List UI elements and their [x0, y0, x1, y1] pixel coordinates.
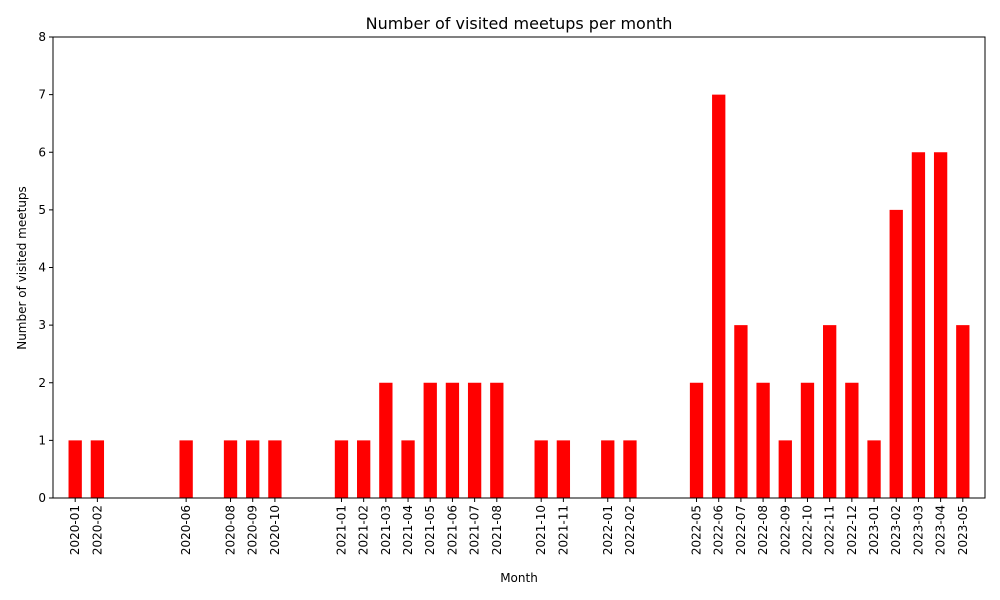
x-tick-label: 2022-02 [623, 505, 637, 555]
x-tick-label: 2021-03 [379, 505, 393, 555]
bar-2021-05 [423, 382, 437, 498]
bar-2021-03 [379, 382, 393, 498]
y-tick-label: 4 [38, 261, 46, 275]
bar-2021-06 [445, 382, 460, 498]
bar-2022-02 [623, 440, 637, 499]
x-tick-label: 2021-01 [334, 505, 348, 555]
x-tick-label: 2021-05 [423, 505, 437, 555]
bar-2022-11 [823, 325, 837, 499]
bar-2023-04 [933, 152, 948, 498]
y-tick-label: 0 [38, 491, 46, 505]
bar-2020-10 [268, 440, 282, 499]
x-tick-label: 2020-08 [224, 505, 238, 555]
bar-2020-01 [68, 440, 82, 499]
bar-2021-08 [490, 382, 504, 498]
x-tick-label: 2021-06 [445, 505, 459, 555]
bar-2021-11 [556, 440, 571, 499]
x-tick-label: 2021-11 [556, 505, 570, 555]
bar-2022-09 [778, 440, 792, 499]
x-tick-label: 2022-09 [778, 505, 792, 555]
x-tick-label: 2022-11 [823, 505, 837, 555]
bar-2022-08 [756, 382, 770, 498]
y-axis-label: Number of visited meetups [15, 186, 29, 350]
y-tick-label: 2 [38, 376, 46, 390]
x-tick-label: 2022-07 [734, 505, 748, 555]
x-tick-label: 2023-01 [867, 505, 881, 555]
x-tick-label: 2022-10 [800, 505, 814, 555]
x-tick-label: 2020-06 [179, 505, 193, 555]
bar-2021-01 [334, 440, 349, 499]
x-tick-label: 2021-08 [490, 505, 504, 555]
bar-2021-10 [534, 440, 548, 499]
x-tick-label: 2022-01 [601, 505, 615, 555]
bar-2020-02 [90, 440, 105, 499]
x-tick-label: 2022-08 [756, 505, 770, 555]
x-tick-label: 2021-04 [401, 505, 415, 555]
x-tick-label: 2021-10 [534, 505, 548, 555]
x-tick-label: 2023-05 [956, 505, 970, 555]
chart-title: Number of visited meetups per month [366, 14, 673, 33]
x-tick-label: 2022-06 [712, 505, 726, 555]
bar-2022-01 [601, 440, 615, 499]
x-tick-label: 2021-07 [468, 505, 482, 555]
bar-2023-03 [911, 152, 926, 498]
bar-2022-05 [689, 382, 704, 498]
bar-2021-07 [467, 382, 482, 498]
bar-2020-08 [223, 440, 238, 499]
x-tick-label: 2023-04 [934, 505, 948, 555]
bars-group [68, 94, 970, 499]
y-tick-label: 7 [38, 88, 46, 102]
x-tick-label: 2020-09 [246, 505, 260, 555]
y-axis-ticks: 0 1 2 3 4 5 6 7 8 [38, 30, 53, 505]
y-tick-label: 5 [38, 203, 46, 217]
bar-2020-06 [179, 440, 193, 499]
bar-2022-10 [800, 382, 815, 498]
y-tick-label: 8 [38, 30, 46, 44]
bar-2021-04 [401, 440, 415, 499]
bar-2023-02 [889, 209, 903, 499]
x-tick-label: 2023-02 [889, 505, 903, 555]
x-tick-label: 2023-03 [911, 505, 925, 555]
bar-2023-01 [867, 440, 881, 499]
x-tick-label: 2021-02 [357, 505, 371, 555]
x-axis-label: Month [500, 571, 538, 585]
bar-2021-02 [357, 440, 371, 499]
x-tick-label: 2020-01 [68, 505, 82, 555]
x-axis-ticks: 2020-01 2020-02 2020-06 2020-08 2020-09 2020-… [68, 498, 970, 555]
x-tick-label: 2022-12 [845, 505, 859, 555]
y-tick-label: 1 [38, 433, 46, 447]
bar-2022-07 [734, 325, 748, 499]
x-tick-label: 2020-02 [90, 505, 104, 555]
y-tick-label: 3 [38, 318, 46, 332]
y-tick-label: 6 [38, 145, 46, 159]
bar-2023-05 [956, 325, 970, 499]
x-tick-label: 2020-10 [268, 505, 282, 555]
bar-2022-12 [845, 382, 859, 498]
bar-2022-06 [712, 94, 726, 499]
plot-frame [52, 36, 986, 499]
bar-2020-09 [246, 440, 260, 499]
x-tick-label: 2022-05 [690, 505, 704, 555]
